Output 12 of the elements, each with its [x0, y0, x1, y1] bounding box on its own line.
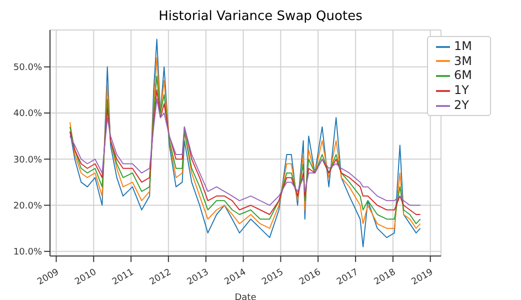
y-tick-label: 40.0% [13, 109, 42, 120]
legend-label: 1M [454, 39, 472, 53]
legend-label: 6M [454, 68, 472, 82]
legend-label: 2Y [454, 98, 469, 112]
y-tick-label: 10.0% [13, 248, 42, 258]
chart-title: Historial Variance Swap Quotes [158, 8, 364, 26]
y-tick-label: 50.0% [13, 63, 42, 74]
x-axis-title: Date [234, 293, 257, 300]
y-tick-label: 20.0% [13, 201, 42, 212]
y-tick-label: 30.0% [13, 155, 42, 166]
legend-label: 1Y [454, 83, 469, 98]
legend-label: 3M [454, 54, 472, 68]
